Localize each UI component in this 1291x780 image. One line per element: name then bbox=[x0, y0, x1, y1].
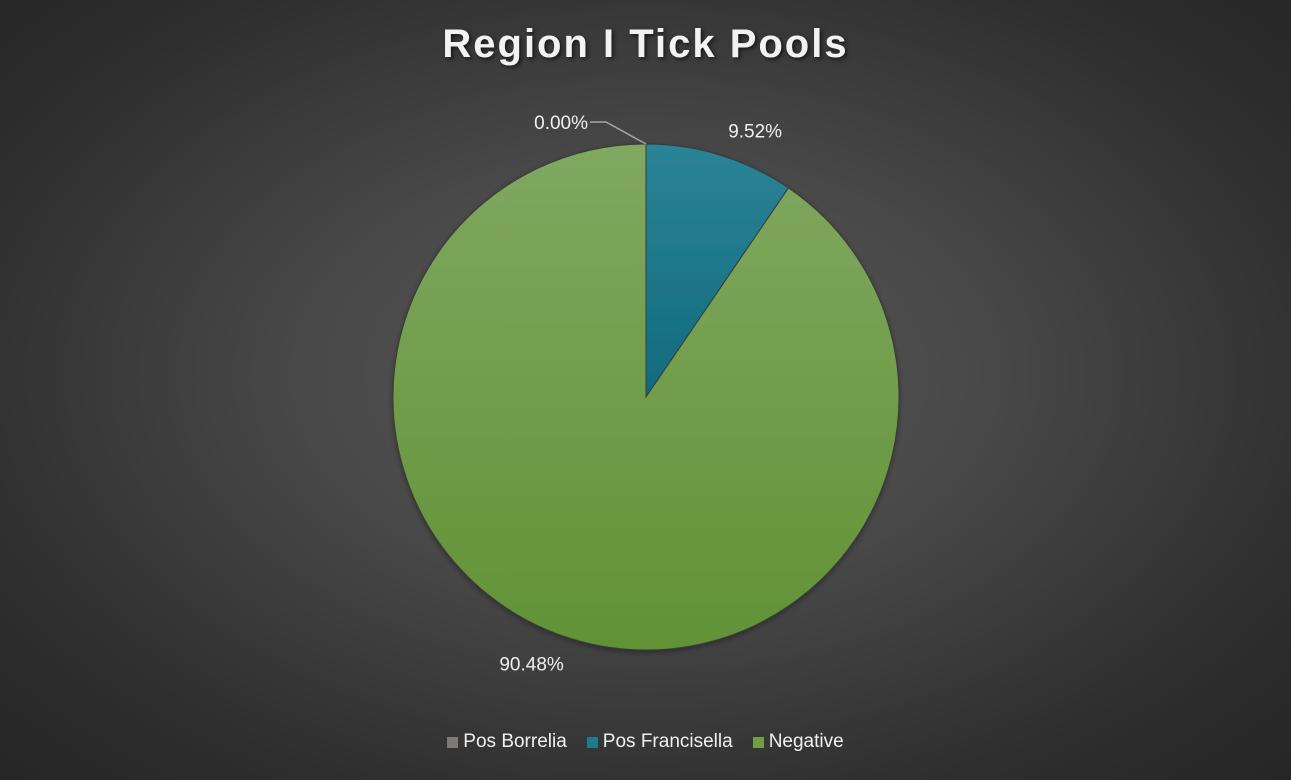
legend-label-pos-borrelia: Pos Borrelia bbox=[463, 731, 567, 753]
legend-item-negative: Negative bbox=[753, 731, 844, 753]
legend-item-pos-francisella: Pos Francisella bbox=[587, 731, 733, 753]
legend-label-negative: Negative bbox=[769, 731, 844, 753]
data-label-negative: 90.48% bbox=[499, 655, 564, 676]
legend: Pos Borrelia Pos Francisella Negative bbox=[0, 731, 1291, 753]
data-label-pos-francisella: 9.52% bbox=[728, 121, 782, 142]
leader-lines bbox=[590, 122, 646, 144]
pie-slices bbox=[393, 144, 899, 650]
legend-label-pos-francisella: Pos Francisella bbox=[603, 731, 733, 753]
legend-swatch-pos-francisella bbox=[587, 737, 598, 748]
pie-slice-negative bbox=[393, 144, 899, 650]
legend-swatch-negative bbox=[753, 737, 764, 748]
leader-line-pos-borrelia bbox=[590, 122, 646, 144]
legend-swatch-pos-borrelia bbox=[447, 737, 458, 748]
data-label-pos-borrelia: 0.00% bbox=[534, 113, 588, 134]
legend-item-pos-borrelia: Pos Borrelia bbox=[447, 731, 567, 753]
